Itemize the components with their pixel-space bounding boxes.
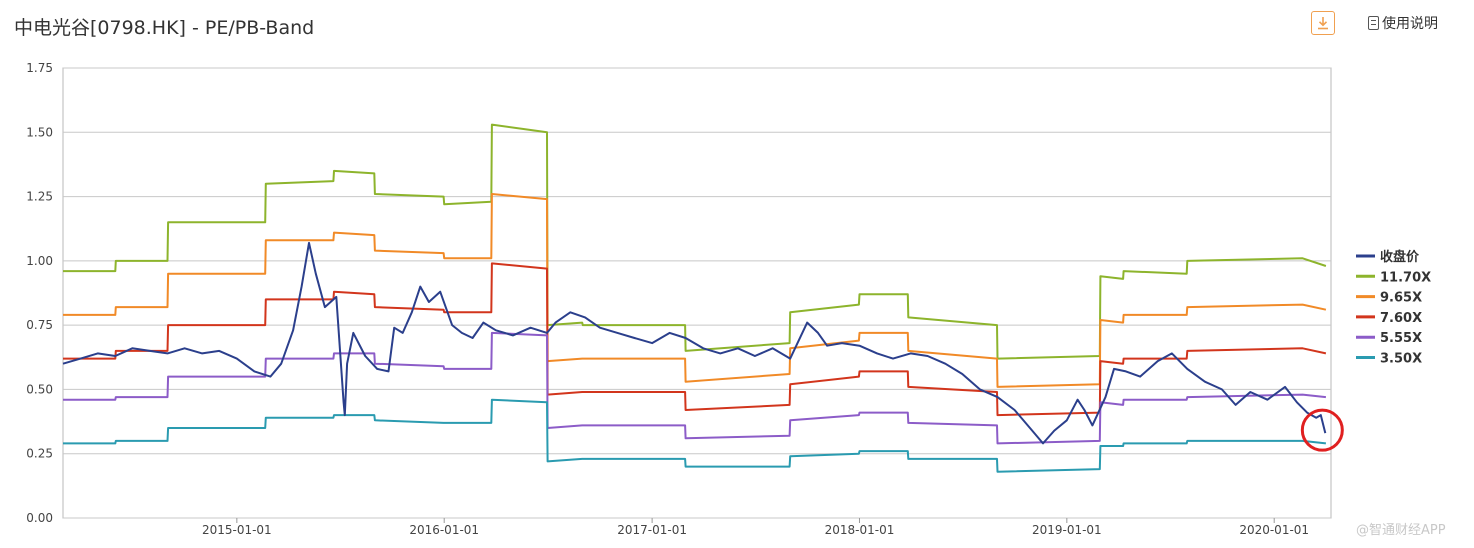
y-tick-label: 1.50 <box>26 125 53 139</box>
series-line-band7 <box>63 262 1327 417</box>
watermark: @智通财经APP <box>1356 523 1446 538</box>
x-tick-label: 2019-01-01 <box>1032 523 1102 537</box>
x-tick-label: 2018-01-01 <box>825 523 895 537</box>
x-tick-label: 2016-01-01 <box>409 523 479 537</box>
y-axis-ticks: 0.00 0.25 0.50 0.75 1.00 1.25 1.50 1.75 <box>26 61 53 525</box>
x-tick-label: 2017-01-01 <box>617 523 687 537</box>
y-tick-label: 0.25 <box>26 447 53 461</box>
series-lines <box>62 123 1327 473</box>
y-tick-label: 0.50 <box>26 382 53 396</box>
y-tick-label: 1.00 <box>26 254 53 268</box>
legend-label-band9: 9.65X <box>1380 291 1422 306</box>
series-line-band3 <box>63 398 1327 473</box>
y-tick-label: 0.75 <box>26 318 53 332</box>
legend-label-band3: 3.50X <box>1380 352 1422 367</box>
document-icon <box>1368 16 1379 30</box>
highlight-circle <box>1300 408 1344 452</box>
series-line-band9 <box>63 193 1327 388</box>
series-line-band5 <box>63 331 1327 445</box>
legend: 收盘价 11.70X 9.65X 7.60X 5.55X 3.50X <box>1356 249 1431 367</box>
highlight-marker <box>1300 408 1344 452</box>
legend-label-band5: 5.55X <box>1380 331 1422 346</box>
help-link[interactable]: 使用说明 <box>1368 13 1438 33</box>
download-button[interactable] <box>1311 11 1335 35</box>
page-title: 中电光谷[0798.HK] - PE/PB-Band <box>14 17 315 39</box>
help-label: 使用说明 <box>1382 16 1438 32</box>
legend-label-band11: 11.70X <box>1380 270 1431 285</box>
x-tick-label: 2015-01-01 <box>202 523 272 537</box>
series-line-band11 <box>63 123 1327 360</box>
y-tick-label: 1.25 <box>26 190 53 204</box>
plot-frame <box>62 67 1332 519</box>
legend-label-close: 收盘价 <box>1380 249 1420 265</box>
y-tick-label: 0.00 <box>26 511 53 525</box>
download-icon <box>1318 17 1328 30</box>
x-axis-ticks: 2015-01-01 2016-01-01 2017-01-01 2018-01-01… <box>202 518 1309 537</box>
y-tick-label: 1.75 <box>26 61 53 75</box>
x-tick-label: 2020-01-01 <box>1239 523 1309 537</box>
series-line-close <box>62 241 1327 445</box>
grid-lines <box>62 67 1332 519</box>
legend-label-band7: 7.60X <box>1380 311 1422 326</box>
